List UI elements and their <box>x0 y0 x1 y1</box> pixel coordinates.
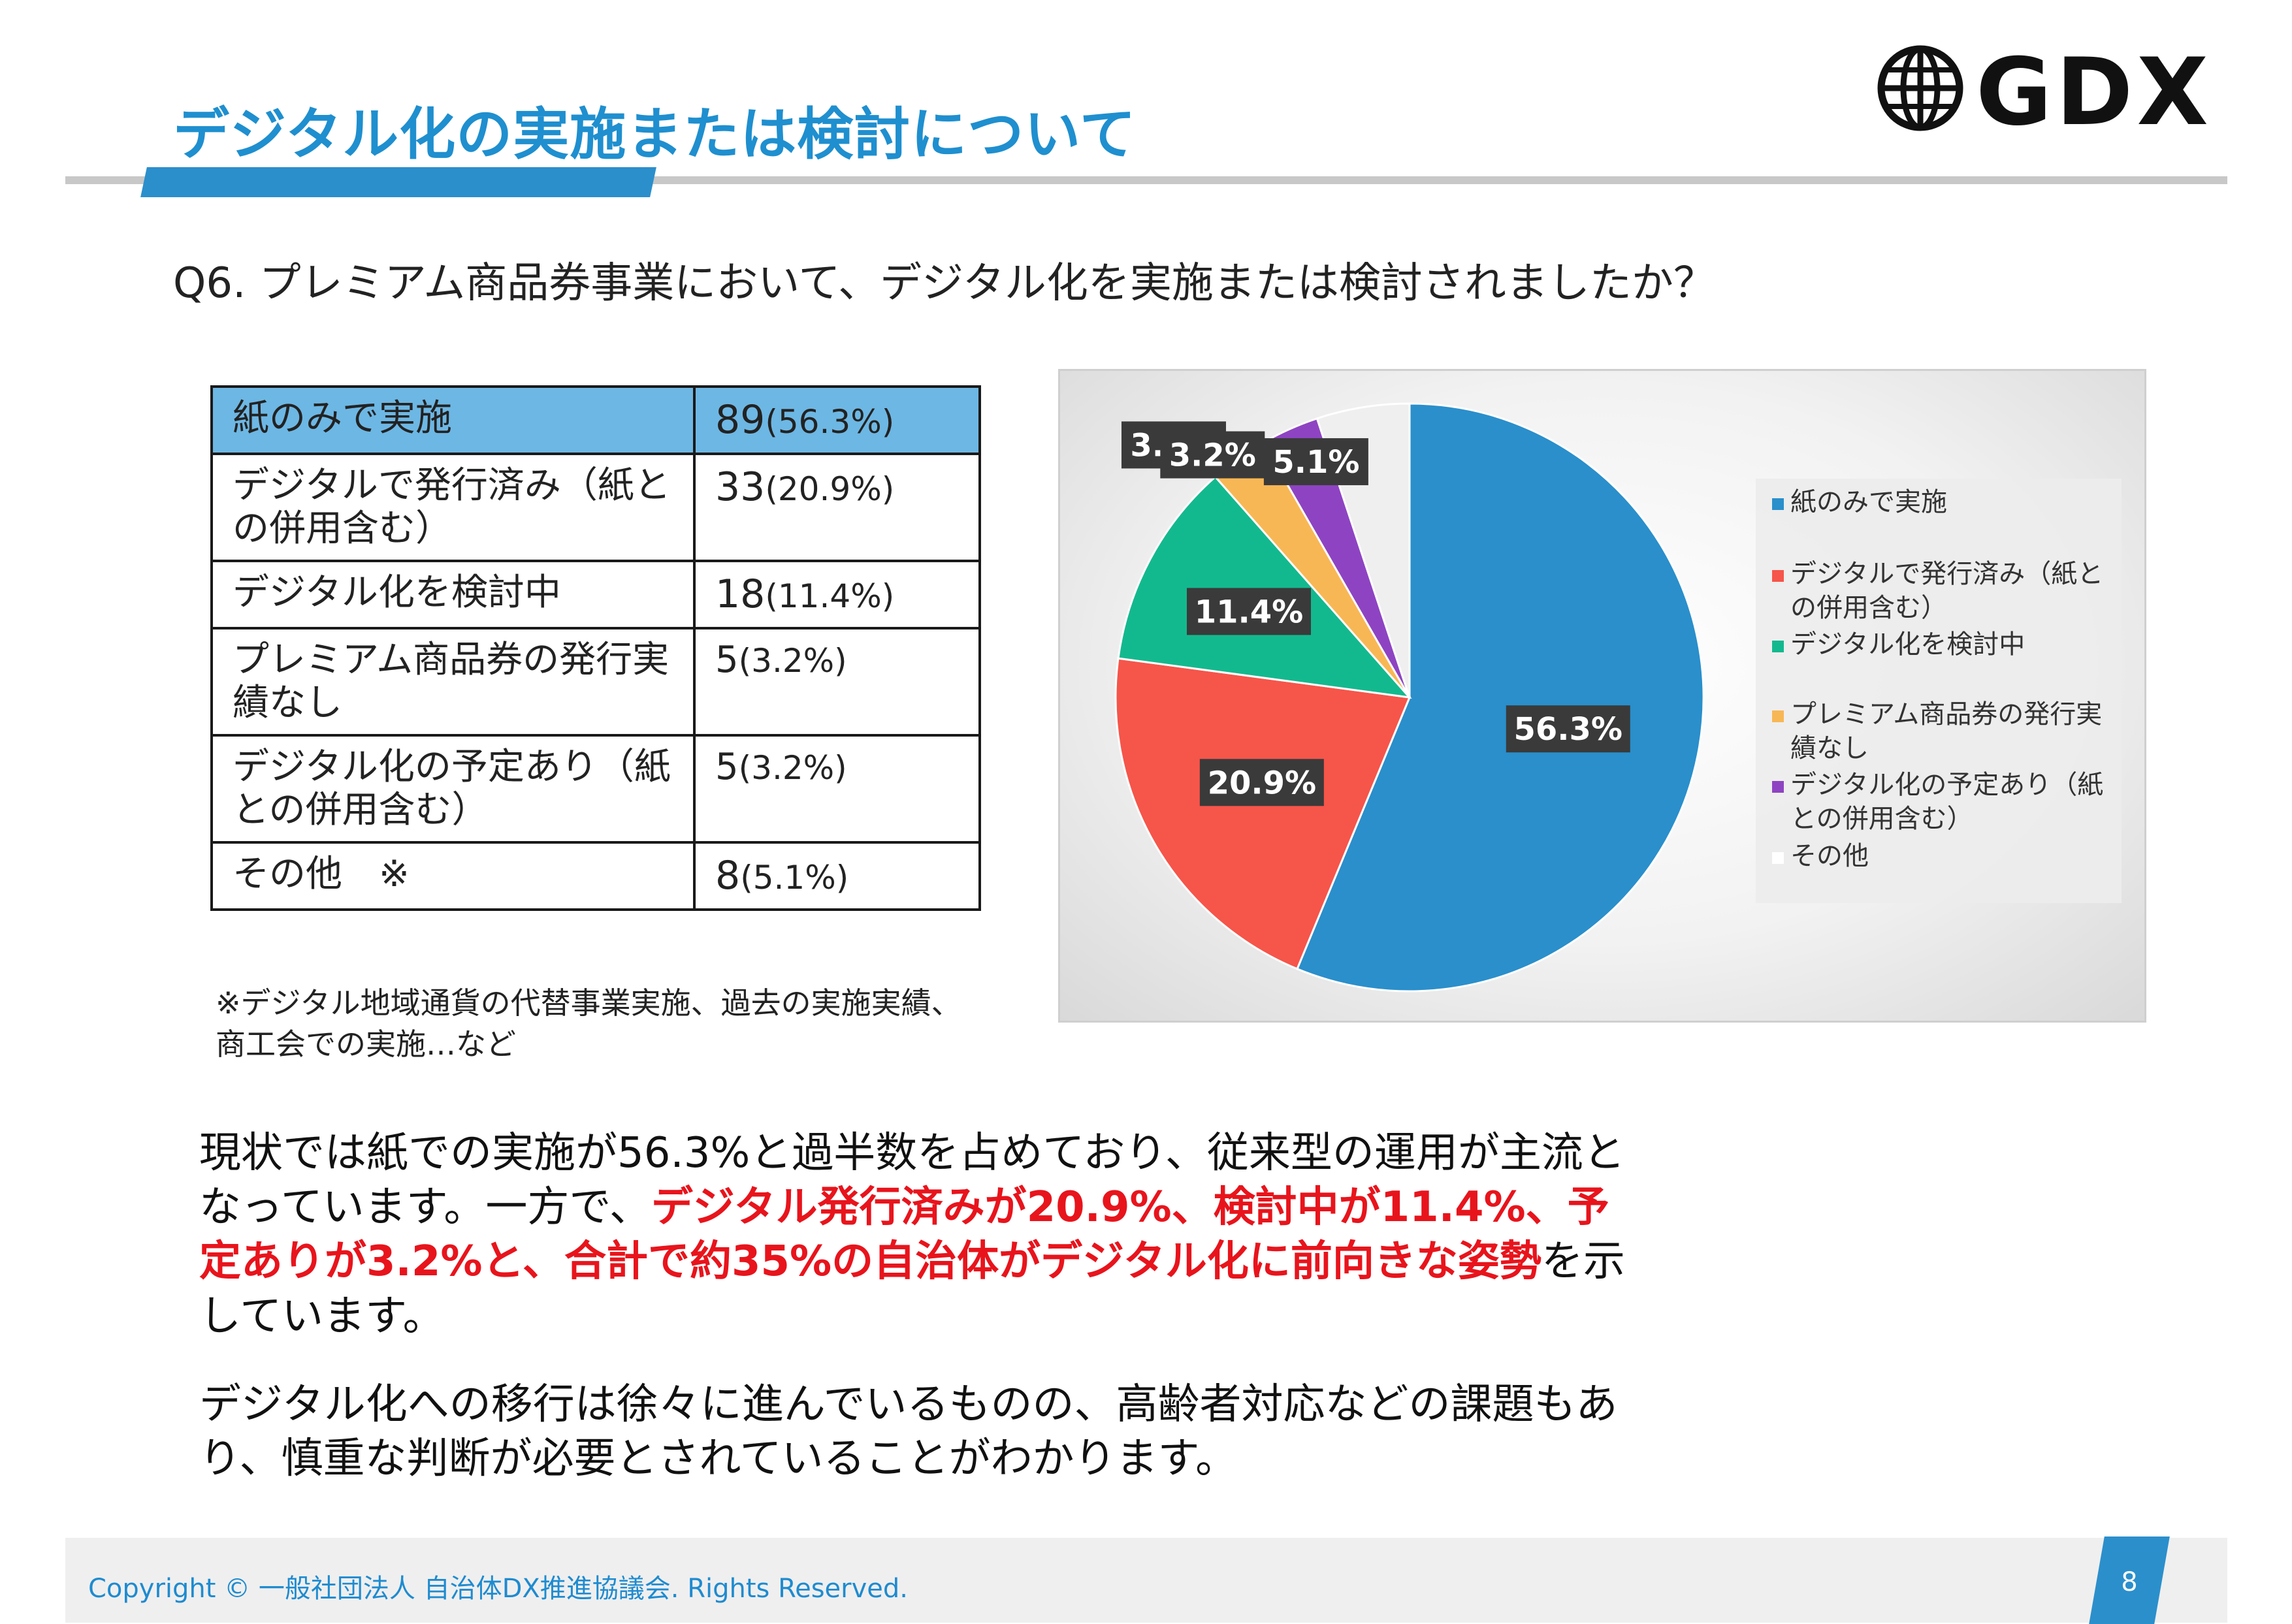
table-row: デジタルで発行済み（紙との併用含む） 33(20.9%) <box>210 452 981 562</box>
pie-label-box <box>1199 759 1324 806</box>
legend-label: プレミアム商品券の発行実績なし <box>1790 699 2103 763</box>
legend-swatch <box>1772 498 1784 510</box>
legend-swatch <box>1772 570 1784 582</box>
page-title: デジタル化の実施または検討について <box>173 102 1137 167</box>
logo-text: GDX <box>1976 39 2212 146</box>
legend-item: デジタルで発行済み（紙との併用含む） <box>1772 557 2117 625</box>
legend-swatch <box>1772 710 1784 722</box>
pie-label-text: 11.4% <box>1195 594 1304 630</box>
row-value: 8(5.1%) <box>693 841 981 911</box>
footer: Copyright © 一般社団法人 自治体DX推進協議会. Rights Re… <box>65 1536 2227 1624</box>
row-count: 89 <box>715 397 766 443</box>
table-row: 紙のみで実施 89(56.3%) <box>210 385 981 455</box>
row-pct: (56.3%) <box>765 403 895 441</box>
chart-legend: 紙のみで実施 デジタルで発行済み（紙との併用含む） デジタル化を検討中 プレミア… <box>1756 479 2122 903</box>
row-count: 8 <box>715 853 741 899</box>
pie-slice <box>1117 475 1412 699</box>
pie-data-label: 56.3% <box>1506 705 1630 753</box>
row-label: デジタル化を検討中 <box>210 559 696 629</box>
row-value: 5(3.2%) <box>693 733 981 844</box>
legend-item: プレミアム商品券の発行実績なし <box>1772 697 2117 765</box>
table-row: デジタル化を検討中 18(11.4%) <box>210 559 981 629</box>
gdx-logo: GDX <box>1875 39 2208 146</box>
summary-text: 現状では紙での実施が56.3%と過半数を占めており、従来型の運用が主流となってい… <box>199 1129 1625 1232</box>
row-count: 18 <box>715 571 766 617</box>
table-row: デジタル化の予定あり（紙との併用含む） 5(3.2%) <box>210 733 981 844</box>
legend-swatch <box>1772 641 1784 652</box>
header-rule-accent <box>140 167 656 197</box>
row-value: 5(3.2%) <box>693 626 981 737</box>
pie-data-label: 20.9% <box>1199 759 1324 806</box>
pie-label-box <box>1506 705 1630 753</box>
summary-paragraph-1: 現状では紙での実施が56.3%と過半数を占めており、従来型の運用が主流となってい… <box>199 1126 1636 1344</box>
pie-slice <box>1295 402 1705 993</box>
row-value: 89(56.3%) <box>693 385 981 455</box>
table-row: その他 ※ 8(5.1%) <box>210 841 981 911</box>
pie-label-box <box>1263 438 1368 486</box>
globe-icon <box>1877 45 1963 131</box>
legend-label: デジタル化を検討中 <box>1790 629 2026 660</box>
row-label: プレミアム商品券の発行実績なし <box>210 626 696 737</box>
pie-label-text: 3.2% <box>1169 438 1256 474</box>
row-pct: (20.9%) <box>765 470 895 508</box>
pie-svg: 56.3%20.9%11.4%3.2%3.2%5.1% <box>1114 402 1705 993</box>
pie-data-label: 5.1% <box>1263 438 1368 486</box>
row-pct: (3.2%) <box>738 641 847 680</box>
row-value: 18(11.4%) <box>693 559 981 629</box>
results-table: 紙のみで実施 89(56.3%) デジタルで発行済み（紙との併用含む） 33(2… <box>210 385 981 911</box>
row-label: 紙のみで実施 <box>210 385 696 455</box>
pie-label-box <box>1160 431 1265 479</box>
legend-swatch <box>1772 781 1784 793</box>
summary-text: を示しています。 <box>199 1237 1625 1341</box>
row-label: その他 ※ <box>210 841 696 911</box>
pie-label-box <box>1186 588 1311 635</box>
legend-item: その他 <box>1772 839 2117 873</box>
legend-item: デジタル化を検討中 <box>1772 628 2117 661</box>
legend-swatch <box>1772 852 1784 864</box>
row-label: デジタル化の予定あり（紙との併用含む） <box>210 733 696 844</box>
pie-slice <box>1114 657 1412 970</box>
row-pct: (3.2%) <box>738 748 847 787</box>
page-number: 8 <box>2121 1567 2138 1597</box>
row-count: 5 <box>715 745 739 788</box>
question-text: Q6. プレミアム商品券事業において、デジタル化を実施または検討されましたか？ <box>173 259 1715 308</box>
row-pct: (5.1%) <box>740 859 849 897</box>
row-count: 5 <box>715 638 739 681</box>
copyright-text: Copyright © 一般社団法人 自治体DX推進協議会. Rights Re… <box>88 1574 908 1604</box>
legend-label: デジタルで発行済み（紙との併用含む） <box>1790 559 2104 623</box>
summary-highlight: デジタル発行済みが20.9%、検討中が11.4%、予定ありが3.2%と、合計で約… <box>199 1183 1609 1286</box>
pie-data-label: 11.4% <box>1186 588 1311 635</box>
pie-label-text: 56.3% <box>1513 711 1622 748</box>
table-footnote: ※デジタル地域通貨の代替事業実施、過去の実施実績、商工会での実施…など <box>216 985 961 1062</box>
pie-chart: 56.3%20.9%11.4%3.2%3.2%5.1% 紙のみで実施 デジタルで… <box>1058 369 2146 1023</box>
pie-label-text: 5.1% <box>1272 444 1359 481</box>
legend-label: その他 <box>1790 841 1869 871</box>
legend-item: デジタル化の予定あり（紙との併用含む） <box>1772 768 2117 836</box>
row-count: 33 <box>715 464 766 510</box>
row-label: デジタルで発行済み（紙との併用含む） <box>210 452 696 562</box>
row-value: 33(20.9%) <box>693 452 981 562</box>
row-pct: (11.4%) <box>765 577 895 615</box>
legend-item: 紙のみで実施 <box>1772 485 2117 519</box>
legend-label: 紙のみで実施 <box>1790 487 1947 517</box>
pie-label-text: 20.9% <box>1208 765 1317 801</box>
table-row: プレミアム商品券の発行実績なし 5(3.2%) <box>210 626 981 737</box>
summary-paragraph-2: デジタル化への移行は徐々に進んでいるものの、高齢者対応などの課題もあり、慎重な判… <box>199 1380 1618 1484</box>
legend-label: デジタル化の予定あり（紙との併用含む） <box>1790 770 2104 834</box>
pie-data-label: 3.2% <box>1160 431 1265 479</box>
